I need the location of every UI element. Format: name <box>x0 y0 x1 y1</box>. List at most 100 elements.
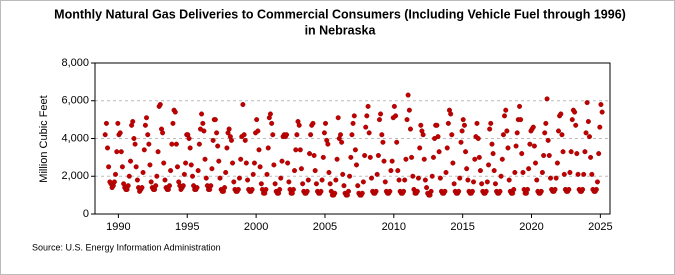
point <box>582 149 588 155</box>
point <box>305 177 311 183</box>
point <box>572 109 578 115</box>
point <box>183 160 189 166</box>
point <box>458 139 464 145</box>
point <box>533 160 539 166</box>
point <box>222 185 228 191</box>
point <box>448 111 454 117</box>
point <box>588 154 594 160</box>
point <box>307 151 313 157</box>
point <box>223 169 229 175</box>
point <box>155 149 161 155</box>
point <box>435 134 441 140</box>
point <box>115 120 121 126</box>
y-axis-label: Million Cubic Feet <box>38 95 50 182</box>
point <box>409 154 415 160</box>
point <box>113 171 119 177</box>
point <box>242 137 248 143</box>
point <box>527 141 533 147</box>
point <box>573 122 579 128</box>
point <box>593 186 599 192</box>
point <box>189 173 195 179</box>
point <box>514 130 520 136</box>
point <box>469 188 475 194</box>
point <box>376 117 382 123</box>
point <box>374 171 380 177</box>
point <box>402 177 408 183</box>
point <box>382 179 388 185</box>
point <box>597 124 603 130</box>
point <box>415 175 421 181</box>
point <box>130 119 136 125</box>
point <box>492 181 498 187</box>
point <box>417 145 423 151</box>
point <box>437 175 443 181</box>
point <box>472 156 478 162</box>
point <box>459 128 465 134</box>
point <box>255 128 261 134</box>
point <box>542 130 548 136</box>
point <box>463 149 469 155</box>
point <box>148 179 154 185</box>
chart-title: in Nebraska <box>305 23 377 37</box>
point <box>300 181 306 187</box>
point <box>212 117 218 123</box>
point <box>209 166 215 172</box>
point <box>352 147 358 153</box>
point <box>407 126 413 132</box>
point <box>186 135 192 141</box>
point <box>566 186 572 192</box>
point <box>313 181 319 187</box>
point <box>538 188 544 194</box>
point <box>543 120 549 126</box>
point <box>477 168 483 174</box>
point <box>240 102 246 108</box>
point <box>484 179 490 185</box>
point <box>569 117 575 123</box>
point <box>153 183 159 189</box>
point <box>162 177 168 183</box>
point <box>575 171 581 177</box>
point <box>254 117 260 123</box>
point <box>323 120 329 126</box>
point <box>504 128 510 134</box>
point <box>530 124 536 130</box>
point <box>380 139 386 145</box>
point <box>479 181 485 187</box>
point <box>460 117 466 123</box>
point <box>475 135 481 141</box>
point <box>581 171 587 177</box>
point <box>319 177 325 183</box>
point <box>294 132 300 138</box>
point <box>214 130 220 136</box>
point <box>243 160 249 166</box>
point <box>546 152 552 158</box>
point <box>395 168 401 174</box>
point <box>525 186 531 192</box>
point <box>271 162 277 168</box>
point <box>311 152 317 158</box>
point <box>258 181 264 187</box>
point <box>430 154 436 160</box>
point <box>365 103 371 109</box>
point <box>526 166 532 172</box>
point <box>585 119 591 125</box>
point <box>346 188 352 194</box>
point <box>505 145 511 151</box>
point <box>500 132 506 138</box>
y-tick-label: 6,000 <box>61 95 89 107</box>
point <box>362 152 368 158</box>
x-tick-label: 2025 <box>588 221 612 233</box>
point <box>450 160 456 166</box>
point <box>487 126 493 132</box>
point <box>131 135 137 141</box>
point <box>292 168 298 174</box>
x-tick-label: 1990 <box>106 221 130 233</box>
point <box>360 179 366 185</box>
point <box>506 177 512 183</box>
point <box>166 183 172 189</box>
x-tick-label: 2000 <box>244 221 268 233</box>
source: Source: U.S. Energy Information Administ… <box>32 242 221 252</box>
point <box>181 171 187 177</box>
point <box>424 185 430 191</box>
